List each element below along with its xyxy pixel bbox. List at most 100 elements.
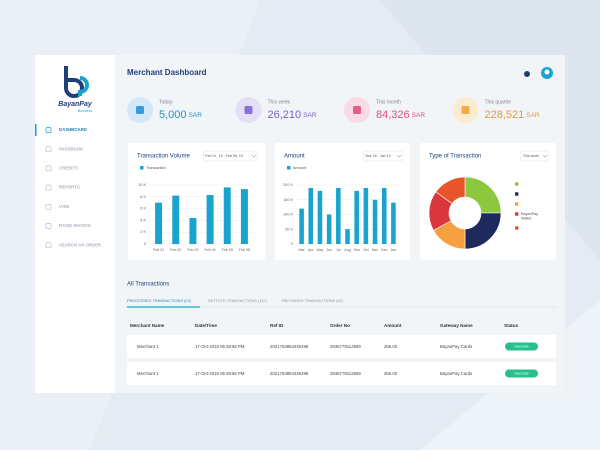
table-row	[127, 362, 556, 385]
table-cell: Merchant 1	[137, 371, 159, 376]
range-dropdown[interactable]	[363, 150, 403, 162]
range-dropdown[interactable]	[203, 150, 258, 162]
stat-value: 228,521	[485, 109, 525, 121]
legend-label: Transaction	[146, 166, 166, 170]
tab[interactable]: REFUNDED TRANSACTIONS (62)	[282, 298, 344, 303]
x-tick-label: Feb 03	[187, 248, 198, 252]
chart-title: Amount	[284, 154, 305, 160]
y-tick-label: 0	[291, 242, 293, 246]
bar	[326, 214, 332, 244]
x-tick-label: Aug	[344, 248, 350, 252]
nav-icon	[45, 223, 52, 229]
bar	[336, 187, 341, 244]
nav-item[interactable]: SEARCH AN ORDER	[59, 242, 102, 247]
y-tick-label: 8 K	[140, 195, 146, 199]
brand-name: BayanPay	[58, 101, 93, 108]
chart-title: Type of Transaction	[429, 154, 481, 160]
table-cell: BayanPay Cards	[440, 371, 472, 376]
stat-value: 5,000	[159, 109, 187, 121]
nav-item[interactable]: PASSBOOK	[59, 146, 84, 151]
stat-label: Today	[159, 99, 173, 105]
stat-icon	[353, 106, 361, 114]
nav-item[interactable]: RAISE INVOICE	[59, 223, 91, 228]
table-cell: 17-Oct-2018 05:38:56 PM	[195, 344, 245, 349]
table-cell: 256.00	[384, 344, 398, 349]
x-tick-label: Sep	[353, 248, 359, 252]
dropdown-caret	[542, 154, 548, 158]
bar	[354, 190, 359, 244]
nav-icon	[45, 127, 52, 133]
x-tick-label: Feb 04	[204, 248, 215, 252]
x-tick-label: Feb 05	[222, 248, 233, 252]
tab[interactable]: SETTLED TRANSACTIONS (112)	[208, 298, 268, 303]
nav-item[interactable]: DASHBOARD	[59, 127, 87, 132]
bar	[299, 208, 304, 244]
section-title: All Transactions	[127, 282, 169, 288]
legend-swatch	[515, 202, 519, 206]
stat-icon	[136, 106, 144, 114]
y-tick-label: 50 K	[285, 227, 293, 231]
bar	[206, 195, 214, 244]
legend-swatch	[515, 192, 519, 196]
stat-label: This week	[268, 99, 291, 105]
stat-label: This quarter	[485, 99, 512, 105]
column-header: Merchant Name	[130, 323, 165, 328]
legend-swatch	[515, 226, 519, 230]
status-badge	[505, 342, 538, 351]
y-tick-label: 2 K	[140, 230, 146, 234]
column-header: Date/Time	[195, 323, 217, 328]
bar	[223, 187, 231, 244]
stat-label: This month	[376, 99, 401, 105]
table-cell: 17-Oct-2018 05:38:56 PM	[195, 371, 245, 376]
nav-icon	[45, 184, 52, 191]
bar	[240, 189, 248, 244]
legend-swatch	[515, 212, 519, 216]
table-cell: 2021763854435496	[270, 344, 309, 349]
nav-item[interactable]: CREDITS	[59, 166, 78, 171]
x-tick-label: Feb 06	[239, 248, 250, 252]
x-tick-label: Jul	[336, 248, 341, 252]
status-label: Success	[514, 372, 528, 376]
stat-unit: SAR	[189, 112, 203, 119]
bar	[381, 187, 387, 244]
chart-title: Transaction Volume	[137, 154, 190, 160]
nav-active-bar	[35, 124, 37, 136]
bar	[363, 187, 369, 244]
stat-unit: SAR	[526, 112, 540, 119]
status-label: Success	[514, 345, 528, 349]
column-header: Order No	[330, 323, 350, 328]
bar	[155, 202, 163, 244]
nav-icon	[45, 203, 52, 210]
bar	[372, 199, 378, 244]
range-dropdown[interactable]	[520, 150, 549, 162]
column-header: Amount	[384, 323, 402, 328]
y-tick-label: 150 K	[283, 198, 293, 202]
pie-slice	[435, 176, 466, 205]
legend-swatch	[287, 166, 291, 170]
legend-swatch	[515, 182, 519, 186]
nav-item[interactable]: REPORTS	[59, 185, 80, 190]
x-tick-label: May	[317, 248, 324, 252]
column-header: Status	[504, 323, 518, 328]
brand-tagline: Business	[78, 109, 92, 113]
x-tick-label: Apr	[308, 248, 314, 252]
table-cell: BayanPay Cards	[440, 344, 472, 349]
stat-unit: SAR	[303, 112, 317, 119]
bar	[172, 195, 180, 244]
notification-icon[interactable]	[524, 71, 530, 77]
stat-value: 84,326	[376, 109, 410, 121]
x-tick-label: Jan	[391, 248, 397, 252]
y-tick-label: 0	[144, 242, 146, 246]
table-cell: 2021763854435496	[270, 371, 309, 376]
x-tick-label: Nov	[372, 248, 379, 252]
range-label: This week	[523, 154, 539, 158]
status-badge	[505, 369, 538, 378]
tab[interactable]: PROCESSED TRANSACTIONS (23)	[127, 298, 192, 303]
x-tick-label: Feb 02	[170, 248, 181, 252]
nav-item[interactable]: VOID	[59, 204, 70, 209]
sidebar	[35, 55, 115, 393]
bar	[345, 229, 350, 244]
y-tick-label: 6 K	[140, 207, 146, 211]
stat-icon	[461, 106, 470, 114]
stat-icon	[244, 106, 253, 114]
